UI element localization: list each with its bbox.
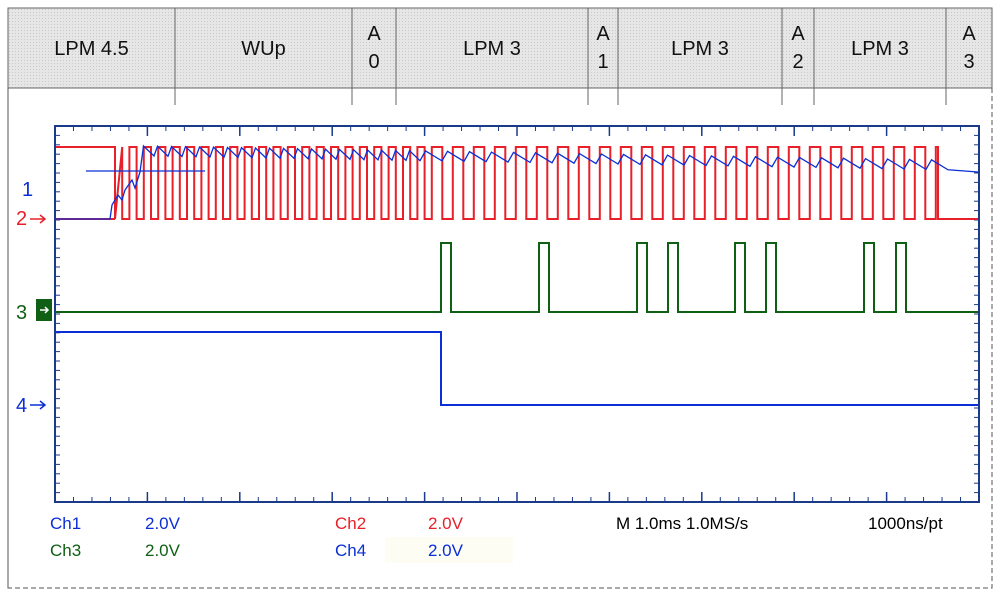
ch2-waveform <box>56 146 978 220</box>
ch3-marker: 3 <box>16 302 27 324</box>
ch1-name: Ch1 <box>50 514 81 533</box>
phase-sublabel-8: 3 <box>963 51 974 73</box>
phase-sublabel-4: 1 <box>597 51 608 73</box>
phase-label-2: A <box>367 23 381 45</box>
ch2-arrow-icon <box>30 214 47 224</box>
phase-label-7: LPM 3 <box>851 38 909 60</box>
ch2-marker: 2 <box>16 208 27 230</box>
timebase-readout: M 1.0ms 1.0MS/s <box>616 514 748 533</box>
phase-label-1: WUp <box>241 38 285 60</box>
ch4-marker: 4 <box>16 395 27 417</box>
phase-sublabel-2: 0 <box>368 51 379 73</box>
ch3-waveform <box>56 242 978 313</box>
phase-label-3: LPM 3 <box>463 38 521 60</box>
phase-label-5: LPM 3 <box>671 38 729 60</box>
ch4-arrow-icon <box>30 400 47 410</box>
ch2-scale: 2.0V <box>428 514 464 533</box>
ch1-scale: 2.0V <box>145 514 181 533</box>
ch2-name: Ch2 <box>335 514 366 533</box>
ch3-scale: 2.0V <box>145 541 181 560</box>
phase-label-4: A <box>596 23 610 45</box>
ch3-name: Ch3 <box>50 541 81 560</box>
ch4-scale: 2.0V <box>428 541 464 560</box>
ch4-name: Ch4 <box>335 541 366 560</box>
ch1-marker: 1 <box>22 179 33 201</box>
phase-label-8: A <box>962 23 976 45</box>
phase-label-0: LPM 4.5 <box>54 38 128 60</box>
phase-sublabel-6: 2 <box>792 51 803 73</box>
waveforms <box>56 144 979 406</box>
ch1-waveform <box>56 144 979 220</box>
readout-panel: Ch1 2.0V Ch2 2.0V M 1.0ms 1.0MS/s 1000ns… <box>50 514 943 563</box>
resolution-readout: 1000ns/pt <box>868 514 943 533</box>
channel-markers: 1 2 3 4 <box>16 179 52 417</box>
phase-bar: LPM 4.5 WUp A 0 LPM 3 A 1 LPM 3 A 2 LPM 3 A 3 <box>7 7 993 588</box>
phase-label-6: A <box>791 23 805 45</box>
ch4-waveform <box>56 331 978 406</box>
